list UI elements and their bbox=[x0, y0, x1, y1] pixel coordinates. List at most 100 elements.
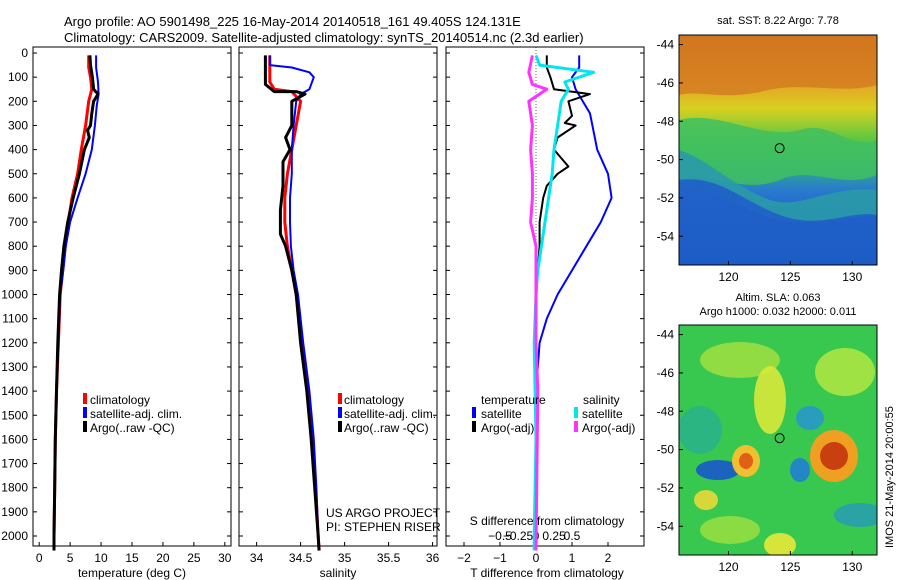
sst-map-frame bbox=[678, 34, 878, 266]
sla-feature bbox=[739, 453, 753, 469]
legend-label-argo: Argo(..raw -QC) bbox=[90, 421, 175, 435]
x-tick-label: −2 bbox=[457, 551, 471, 565]
x-tick-label: 35 bbox=[338, 551, 352, 565]
y-tick-label: 1300 bbox=[1, 360, 28, 374]
s-tick-label: 0.25 bbox=[542, 529, 566, 543]
x-tick-label: 0 bbox=[533, 551, 540, 565]
sla-feature bbox=[834, 503, 877, 527]
y-tick-label: 100 bbox=[8, 70, 28, 84]
series-line-s-argo-adj bbox=[527, 55, 549, 551]
map-x-tick-label: 120 bbox=[718, 560, 738, 574]
map-y-tick-label: -48 bbox=[657, 404, 675, 418]
difference-axes-frame bbox=[445, 46, 645, 547]
series-line-satellite-adj-clim bbox=[268, 55, 321, 551]
y-tick-label: 700 bbox=[8, 215, 28, 229]
legend-title-salinity: salinity bbox=[583, 393, 620, 407]
project-annotation-line1: US ARGO PROJECT bbox=[326, 506, 441, 520]
sla-feature bbox=[815, 348, 875, 396]
series-line-t-satellite bbox=[535, 55, 613, 551]
legend-swatch-t-argo bbox=[472, 421, 476, 432]
sla-feature bbox=[790, 458, 810, 482]
x-tick-label: 2 bbox=[605, 551, 612, 565]
map-y-tick-label: -46 bbox=[657, 366, 675, 380]
legend-label-s-argo: Argo(-adj) bbox=[582, 421, 635, 435]
s-tick-label: 0.5 bbox=[564, 529, 581, 543]
sla-feature bbox=[679, 406, 722, 454]
y-tick-label: 900 bbox=[8, 263, 28, 277]
y-tick-label: 300 bbox=[8, 118, 28, 132]
map-y-tick-label: -44 bbox=[657, 328, 675, 342]
legend-swatch-s-argo bbox=[574, 421, 578, 432]
map-x-tick-label: 120 bbox=[718, 270, 738, 284]
x-tick-label: 15 bbox=[125, 551, 139, 565]
x-tick-label: 34.5 bbox=[289, 551, 313, 565]
legend-title-temperature: temperature bbox=[481, 393, 546, 407]
temperature-axes-frame bbox=[32, 46, 232, 547]
x-tick-label: 35.5 bbox=[377, 551, 401, 565]
x-tick-label: 1 bbox=[569, 551, 576, 565]
y-tick-label: 200 bbox=[8, 94, 28, 108]
map-y-tick-label: -52 bbox=[657, 481, 675, 495]
y-tick-label: 500 bbox=[8, 167, 28, 181]
sla-map-title-line2: Argo h1000: 0.032 h2000: 0.011 bbox=[700, 306, 857, 318]
x-tick-label: 0 bbox=[36, 551, 43, 565]
y-tick-label: 1400 bbox=[1, 384, 28, 398]
figure-title-line2: Climatology: CARS2009. Satellite-adjuste… bbox=[64, 30, 584, 45]
sst-front-teal bbox=[679, 150, 877, 222]
project-annotation-line2: PI: STEPHEN RISER bbox=[326, 520, 441, 534]
x-tick-label: 36 bbox=[426, 551, 440, 565]
y-tick-label: 400 bbox=[8, 143, 28, 157]
s-difference-axis-label: S difference from climatology bbox=[470, 514, 625, 528]
sst-warm-water bbox=[679, 35, 877, 96]
series-line-argo-raw-qc bbox=[52, 55, 100, 551]
y-tick-label: 1800 bbox=[1, 481, 28, 495]
sla-map-title-line1: Altim. SLA: 0.063 bbox=[736, 292, 821, 304]
y-tick-label: 800 bbox=[8, 239, 28, 253]
sla-feature bbox=[696, 460, 740, 480]
legend-swatch-climatology bbox=[83, 393, 87, 404]
x-tick-label: 10 bbox=[94, 551, 108, 565]
map-y-tick-label: -44 bbox=[657, 38, 675, 52]
y-tick-label: 1100 bbox=[2, 312, 28, 326]
sst-argo-marker bbox=[774, 143, 785, 154]
map-y-tick-label: -48 bbox=[657, 114, 675, 128]
sla-feature bbox=[694, 490, 718, 510]
map-x-tick-label: 130 bbox=[842, 560, 862, 574]
legend-swatch-s-satellite bbox=[574, 407, 578, 418]
figure-title-line1: Argo profile: AO 5901498_225 16-May-2014… bbox=[64, 14, 521, 29]
y-tick-label: 1000 bbox=[1, 288, 28, 302]
map-y-tick-label: -50 bbox=[657, 443, 675, 457]
sla-feature bbox=[754, 366, 786, 434]
s-tick-label: −0.25 bbox=[503, 529, 534, 543]
y-tick-label: 600 bbox=[8, 191, 28, 205]
legend-label-climatology: climatology bbox=[90, 393, 150, 407]
imos-timestamp: IMOS 21-May-2014 20:00:55 bbox=[884, 406, 896, 548]
series-line-argo-raw-qc bbox=[263, 55, 321, 551]
sla-argo-marker bbox=[774, 433, 785, 444]
y-tick-label: 0 bbox=[21, 46, 28, 60]
sla-feature bbox=[700, 342, 780, 378]
salinity-panel: 34 34.5 35 35.5 36 climatology satellite-adj… bbox=[238, 46, 441, 580]
sla-feature bbox=[820, 442, 848, 470]
sla-map-panel: Altim. SLA: 0.063 Argo h1000: 0.032 h200… bbox=[657, 292, 878, 574]
t-difference-x-axis-label: T difference from climatology bbox=[470, 566, 624, 580]
legend-label-satellite: satellite-adj. clim. bbox=[90, 407, 182, 421]
sla-map-frame bbox=[678, 324, 878, 556]
x-tick-label: 20 bbox=[156, 551, 170, 565]
salinity-legend: climatology satellite-adj. clim. Argo(..… bbox=[338, 393, 436, 435]
y-tick-label: 1200 bbox=[1, 336, 28, 350]
sla-feature bbox=[700, 516, 760, 544]
legend-swatch-argo bbox=[83, 421, 87, 432]
map-y-tick-label: -52 bbox=[657, 191, 675, 205]
y-tick-label: 1900 bbox=[1, 505, 28, 519]
map-y-tick-label: -50 bbox=[657, 153, 675, 167]
x-tick-label: −1 bbox=[493, 551, 507, 565]
y-tick-label: 1600 bbox=[1, 432, 28, 446]
x-tick-label: 30 bbox=[218, 551, 232, 565]
salinity-x-axis-label: salinity bbox=[320, 566, 357, 580]
legend-swatch-climatology bbox=[338, 393, 342, 404]
sla-feature bbox=[796, 406, 824, 430]
salinity-axes-frame bbox=[238, 46, 438, 547]
difference-panel: −2 −1 0 1 2−0.5−0.25 0 0.250.5 temperature sal… bbox=[445, 46, 645, 580]
